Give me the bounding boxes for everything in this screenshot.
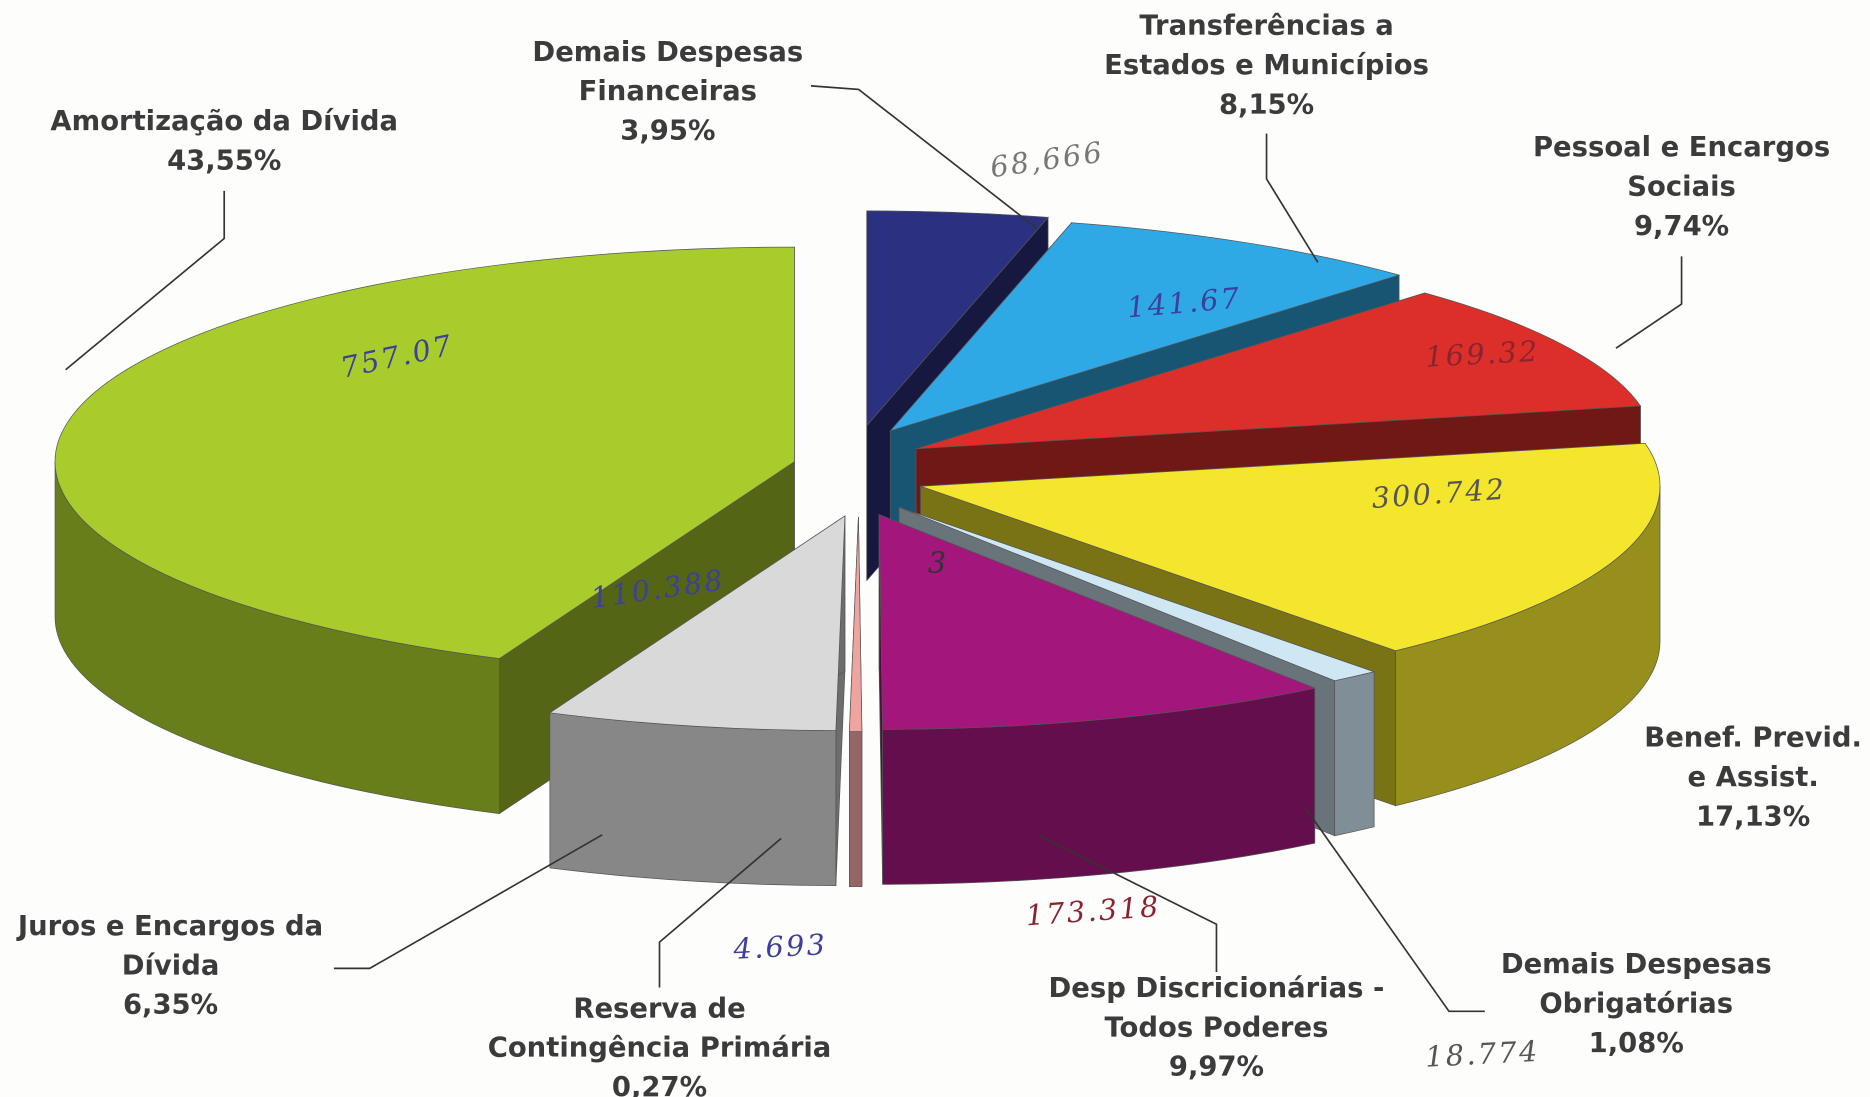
category-name: Demais Despesas Obrigatórias bbox=[1500, 949, 1772, 1020]
category-name: Amortização da Dívida bbox=[50, 106, 399, 138]
slice-label: Desp Discricionárias - Todos Poderes 9,97… bbox=[1032, 970, 1402, 1088]
slice-top bbox=[54, 246, 795, 659]
percent-label: 1,08% bbox=[1588, 1028, 1684, 1060]
slice-top bbox=[889, 222, 1401, 432]
leader-line bbox=[810, 85, 1039, 230]
percent-label: 6,35% bbox=[122, 989, 219, 1021]
slice-top bbox=[866, 210, 1049, 427]
percent-label: 9,97% bbox=[1168, 1051, 1265, 1083]
leader-line bbox=[1305, 808, 1485, 1013]
handwritten-note: 3 bbox=[927, 546, 949, 580]
slice-label: Amortização da Dívida 43,55% bbox=[10, 103, 439, 182]
slice-top bbox=[849, 516, 863, 733]
slice-wall bbox=[849, 731, 863, 888]
category-name: Transferências a Estados e Municípios bbox=[1104, 10, 1429, 82]
leader-line bbox=[1265, 133, 1319, 263]
category-name: Demais Despesas Financeiras bbox=[532, 36, 804, 108]
handwritten-note: 169.32 bbox=[1424, 334, 1541, 374]
leader-line bbox=[333, 834, 603, 970]
slice-label: Transferências a Estados e Municípios 8,1… bbox=[1088, 7, 1446, 125]
percent-label: 17,13% bbox=[1695, 801, 1811, 833]
slice-label: Pessoal e Encargos Sociais 9,74% bbox=[1527, 129, 1837, 247]
slice-top bbox=[915, 292, 1642, 450]
slice-top bbox=[548, 515, 846, 731]
percent-label: 3,95% bbox=[620, 115, 716, 147]
slice-top bbox=[898, 506, 1376, 682]
category-name: Juros e Encargos da Dívida bbox=[17, 911, 324, 982]
slice-label: Reserva de Contingência Primária 0,27% bbox=[481, 990, 839, 1097]
percent-label: 8,15% bbox=[1218, 89, 1315, 121]
leader-line bbox=[65, 190, 226, 371]
slice-label: Demais Despesas Financeiras 3,95% bbox=[513, 33, 823, 151]
percent-label: 43,55% bbox=[167, 145, 282, 177]
percent-label: 9,74% bbox=[1633, 211, 1730, 243]
percent-label: 0,27% bbox=[611, 1072, 708, 1097]
category-name: Desp Discricionárias - Todos Poderes bbox=[1048, 973, 1385, 1044]
slice-wall bbox=[1334, 671, 1375, 837]
slice-top bbox=[920, 442, 1661, 652]
slice-wall bbox=[549, 712, 837, 887]
category-name: Reserva de Contingência Primária bbox=[487, 993, 832, 1064]
leader-line bbox=[1037, 834, 1218, 972]
category-name: Pessoal e Encargos Sociais bbox=[1532, 132, 1831, 203]
leader-line bbox=[1615, 256, 1683, 349]
slice-label: Benef. Previd. e Assist. 17,13% bbox=[1637, 719, 1870, 837]
slice-label: Demais Despesas Obrigatórias 1,08% bbox=[1481, 946, 1791, 1064]
slice-top bbox=[878, 514, 1316, 730]
category-name: Benef. Previd. e Assist. bbox=[1644, 722, 1862, 794]
leader-line bbox=[658, 837, 782, 988]
handwritten-note: 4.693 bbox=[732, 927, 829, 967]
slice-label: Juros e Encargos da Dívida 6,35% bbox=[4, 908, 338, 1026]
handwritten-note: 18.774 bbox=[1424, 1034, 1541, 1074]
